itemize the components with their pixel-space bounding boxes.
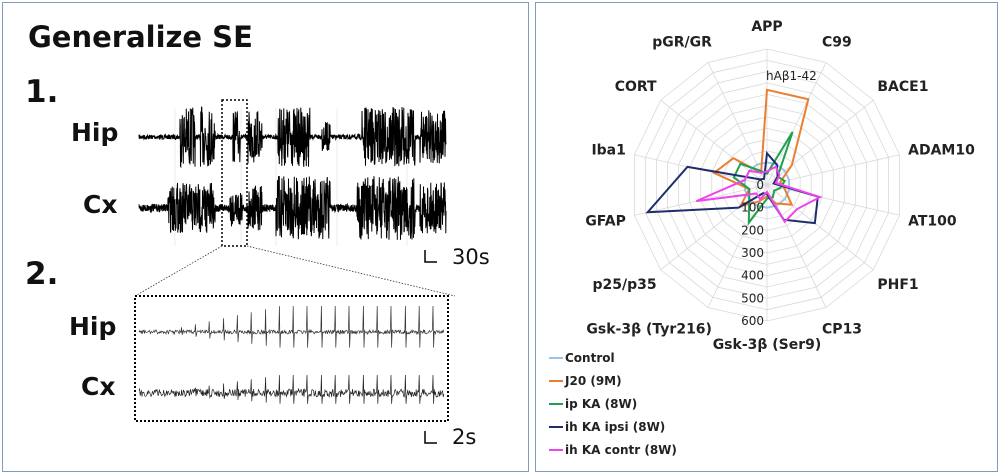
cx-trace-overview: [138, 175, 447, 240]
axis-label-9: p25/p35: [592, 277, 656, 293]
section-1-cx-label: Cx: [83, 190, 118, 219]
eeg-panel: [2, 2, 529, 472]
legend-swatch: [549, 425, 563, 428]
zoom-connector-right: [246, 245, 456, 297]
axis-label-1: C99: [822, 35, 852, 51]
zoomed-box: [134, 295, 449, 422]
section-2-scale-label: 2s: [452, 425, 477, 449]
annotation-habeta: hAβ1-42: [766, 69, 817, 83]
series-ih-ka-contr-8w: [695, 165, 823, 224]
legend-label: ih KA ipsi (8W): [565, 419, 666, 434]
legend: Control J20 (9M) ip KA (8W) ih KA ipsi (8W)…: [549, 346, 677, 461]
section-2-cx-label: Cx: [81, 372, 116, 401]
section-1-hip-label: Hip: [71, 118, 119, 147]
legend-swatch: [549, 402, 563, 405]
legend-item: Control: [549, 346, 677, 369]
scale-bar-30s: [424, 250, 437, 263]
axis-label-7: Gsk-3β (Ser9): [713, 337, 822, 353]
axis-label-8: Gsk-3β (Tyr216): [586, 321, 712, 337]
radial-tick-label: 0: [756, 178, 764, 192]
axis-label-6: CP13: [822, 321, 862, 337]
radar-panel: [535, 2, 998, 472]
legend-label: ip KA (8W): [565, 396, 638, 411]
radial-tick-label: 200: [741, 223, 764, 237]
section-2-number: 2.: [25, 256, 59, 292]
radial-tick-label: 600: [741, 314, 764, 328]
scale-bar-2s: [424, 431, 437, 444]
legend-swatch: [549, 448, 563, 451]
axis-label-5: PHF1: [877, 277, 918, 293]
legend-item: ip KA (8W): [549, 392, 677, 415]
legend-label: J20 (9M): [565, 373, 622, 388]
radial-tick-label: 500: [741, 291, 764, 305]
legend-item: ih KA ipsi (8W): [549, 415, 677, 438]
hip-trace-overview: [138, 106, 447, 169]
series-j20-9m: [712, 88, 810, 208]
legend-item: ih KA contr (8W): [549, 438, 677, 461]
radial-tick-label: 400: [741, 269, 764, 283]
zoom-selection-box: [221, 99, 248, 247]
section-1-number: 1.: [25, 74, 59, 110]
series-ih-ka-ipsi-8w: [645, 150, 819, 225]
axis-label-0: APP: [751, 19, 782, 35]
cx-trace-zoomed: [138, 374, 445, 404]
axis-label-11: Iba1: [591, 143, 625, 159]
hip-trace-zoomed: [138, 305, 445, 348]
legend-item: J20 (9M): [549, 369, 677, 392]
section-2-hip-label: Hip: [69, 312, 117, 341]
radial-tick-label: 300: [741, 246, 764, 260]
axis-label-13: pGR/GR: [652, 35, 712, 51]
radar-spoke: [707, 62, 768, 186]
legend-label: Control: [565, 350, 615, 365]
axis-label-12: CORT: [615, 79, 657, 95]
axis-label-10: GFAP: [585, 213, 626, 229]
axis-label-2: BACE1: [877, 79, 928, 95]
series-ip-ka-8w: [732, 131, 794, 226]
legend-swatch: [549, 356, 563, 359]
axis-label-4: AT100: [908, 213, 957, 229]
section-1-scale-label: 30s: [452, 245, 490, 269]
radial-tick-label: 100: [741, 201, 764, 215]
legend-label: ih KA contr (8W): [565, 442, 677, 457]
axis-label-3: ADAM10: [908, 143, 975, 159]
panel-title: Generalize SE: [28, 20, 253, 54]
legend-swatch: [549, 379, 563, 382]
